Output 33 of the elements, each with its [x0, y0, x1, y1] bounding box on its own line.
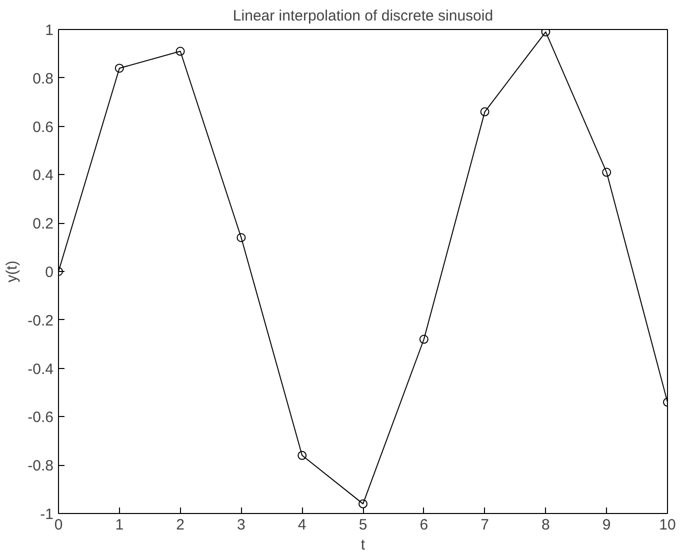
y-tick-label: 0 [45, 264, 54, 281]
x-tick-label: 10 [659, 516, 676, 534]
y-tick-label: 1 [45, 22, 54, 39]
chart-title: Linear interpolation of discrete sinusoid [232, 8, 494, 24]
x-tick-label: 4 [298, 516, 306, 534]
y-axis-title: y(t) [4, 260, 21, 282]
x-tick-label: 9 [602, 516, 611, 534]
y-tick-label: -0.4 [28, 360, 54, 378]
point [298, 450, 307, 460]
y-tick-label: -1 [40, 506, 54, 523]
x-tick-label: 5 [358, 516, 368, 534]
x-tick-label: 6 [420, 516, 428, 534]
y-tick-label: -0.2 [28, 312, 54, 330]
y-tick-label: 0.8 [32, 70, 54, 88]
point [358, 499, 368, 508]
x-tick-label: 1 [115, 516, 124, 534]
y-tick-label: 0.2 [32, 216, 54, 233]
y-tick-label: 0.4 [32, 167, 54, 184]
y-tick-label: -0.8 [28, 458, 54, 475]
x-tick-label: 2 [176, 516, 184, 534]
point [236, 233, 246, 242]
y-tick-label: 0.6 [32, 118, 54, 136]
point [541, 30, 550, 36]
x-tick-label: 3 [237, 516, 246, 534]
x-axis-title: t [360, 536, 366, 554]
point [176, 46, 185, 56]
x-tick-label: 7 [480, 516, 489, 534]
y-tick-label: -0.6 [28, 409, 54, 426]
x-tick-label: 8 [542, 516, 550, 534]
point [114, 64, 124, 73]
point [480, 107, 490, 116]
point [419, 334, 428, 344]
point [602, 168, 612, 177]
